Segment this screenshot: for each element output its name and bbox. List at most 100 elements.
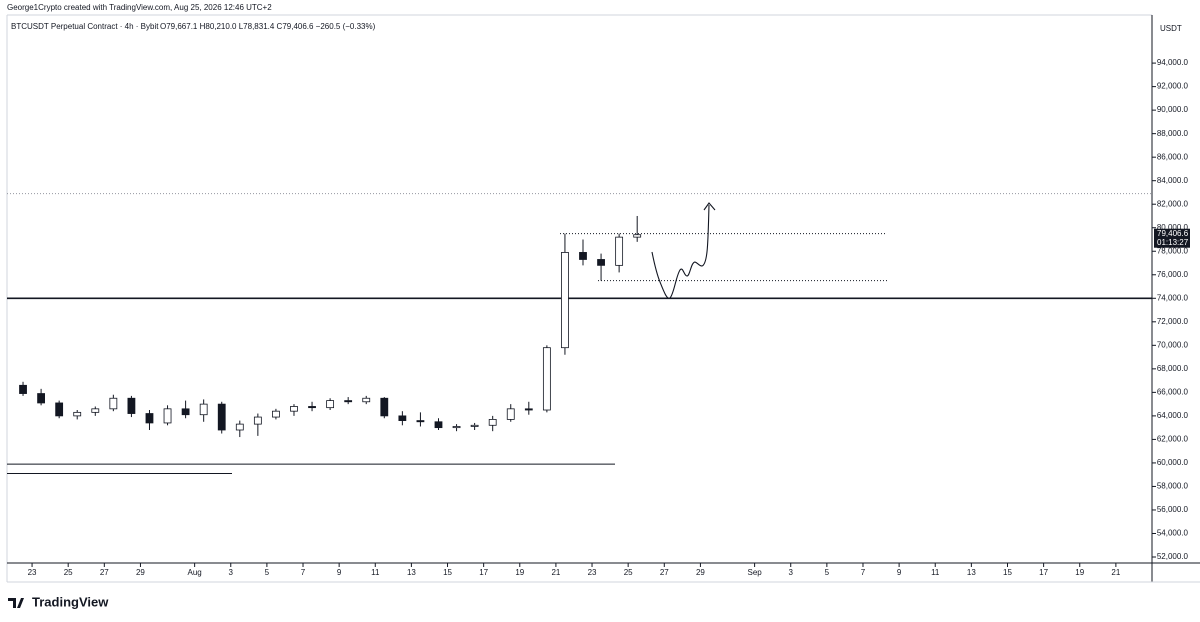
candle-body: [506, 408, 515, 420]
candle-body: [217, 403, 226, 431]
y-tick-label: 64,000.0: [1157, 411, 1189, 420]
x-tick-label: 13: [967, 568, 976, 577]
y-tick-label: 62,000.0: [1157, 435, 1189, 444]
y-tick-label: 72,000.0: [1157, 317, 1189, 326]
candle-body: [272, 410, 280, 418]
x-tick-label: 25: [64, 568, 73, 577]
candle-body: [199, 403, 208, 416]
candle-body: [37, 393, 45, 404]
y-tick-label: 88,000.0: [1157, 129, 1189, 138]
x-tick-label: 21: [551, 568, 560, 577]
candle-body: [561, 252, 569, 349]
x-tick-label: 7: [861, 568, 866, 577]
symbol: BTCUSDT Perpetual Contract · 4h · Bybit: [11, 22, 159, 31]
x-tick-label: 9: [337, 568, 342, 577]
logo-icon: [8, 598, 24, 608]
x-tick-label: 23: [28, 568, 37, 577]
candle-body: [235, 423, 244, 431]
x-tick-label: 9: [897, 568, 902, 577]
y-tick-label: 82,000.0: [1157, 199, 1189, 208]
countdown: 01:13:27: [1157, 238, 1189, 247]
y-tick-label: 68,000.0: [1157, 364, 1189, 373]
x-tick-label: 7: [301, 568, 306, 577]
x-tick-label: 29: [696, 568, 705, 577]
attribution: George1Crypto created with TradingView.c…: [7, 3, 272, 12]
x-tick-label: 15: [1003, 568, 1012, 577]
x-tick-label: Aug: [188, 568, 202, 577]
y-tick-label: 78,000.0: [1157, 246, 1189, 255]
plot: [7, 193, 1152, 475]
candle-body: [344, 400, 353, 403]
candle-body: [633, 234, 642, 238]
x-tick-label: 21: [1111, 568, 1120, 577]
candle-body: [308, 406, 316, 409]
x-tick-label: 5: [825, 568, 830, 577]
x-tick-label: 27: [100, 568, 109, 577]
y-tick-label: 84,000.0: [1157, 176, 1189, 185]
x-tick-label: 19: [1075, 568, 1084, 577]
candle-body: [597, 259, 605, 266]
candle-body: [91, 408, 100, 413]
y-tick-label: 94,000.0: [1157, 58, 1189, 67]
axis-unit: USDT: [1160, 24, 1182, 33]
logo: TradingView: [8, 594, 109, 609]
candle-body: [470, 424, 479, 427]
x-tick-label: 11: [371, 568, 380, 577]
y-tick-label: 54,000.0: [1157, 529, 1189, 538]
x-tick-label: 27: [660, 568, 669, 577]
x-tick-label: 17: [1039, 568, 1048, 577]
candle-body: [434, 421, 443, 429]
candle-body: [163, 408, 172, 424]
y-tick-label: 92,000.0: [1157, 82, 1189, 91]
candle-body: [452, 426, 461, 429]
candle-body: [145, 413, 154, 424]
y-tick-label: 56,000.0: [1157, 505, 1189, 514]
candle-body: [416, 420, 425, 423]
candle-body: [326, 400, 335, 409]
y-tick-label: 58,000.0: [1157, 482, 1189, 491]
y-tick-label: 86,000.0: [1157, 152, 1189, 161]
x-tick-label: 3: [229, 568, 234, 577]
candle-body: [380, 397, 389, 417]
y-tick-label: 74,000.0: [1157, 293, 1189, 302]
candle-body: [579, 252, 587, 260]
candle-body: [127, 397, 136, 414]
ohlc-legend: O79,667.1 H80,210.0 L78,831.4 C79,406.6 …: [160, 22, 376, 31]
x-tick-label: 15: [443, 568, 452, 577]
candle-body: [109, 397, 118, 410]
candle-body: [542, 347, 551, 411]
candle-body: [615, 236, 624, 266]
last-price-label: 79,406.6: [1157, 229, 1189, 238]
y-tick-label: 90,000.0: [1157, 105, 1189, 114]
y-tick-label: 52,000.0: [1157, 552, 1189, 561]
candle-body: [253, 416, 262, 425]
candle-body: [19, 384, 27, 394]
candle-body: [488, 419, 497, 426]
y-tick-label: 70,000.0: [1157, 340, 1189, 349]
x-tick-label: 11: [931, 568, 940, 577]
logo-text: TradingView: [32, 594, 109, 609]
candle-body: [362, 397, 371, 403]
candle-body: [73, 411, 82, 417]
x-tick-label: 25: [624, 568, 633, 577]
last-price-box: [1154, 228, 1190, 248]
candle-body: [398, 415, 407, 421]
candle-body: [55, 402, 64, 417]
y-tick-label: 66,000.0: [1157, 387, 1189, 396]
candle-body: [524, 408, 533, 411]
candle-body: [290, 406, 298, 412]
y-tick-label: 76,000.0: [1157, 270, 1189, 279]
x-tick-label: 5: [265, 568, 270, 577]
x-tick-label: 13: [407, 568, 416, 577]
x-tick-label: 19: [515, 568, 524, 577]
x-tick-label: 3: [789, 568, 794, 577]
x-tick-label: 23: [588, 568, 597, 577]
drawn-projection: [651, 202, 716, 299]
x-tick-label: 17: [479, 568, 488, 577]
candle-body: [181, 408, 190, 416]
x-tick-label: Sep: [747, 568, 762, 577]
y-tick-label: 60,000.0: [1157, 458, 1189, 467]
